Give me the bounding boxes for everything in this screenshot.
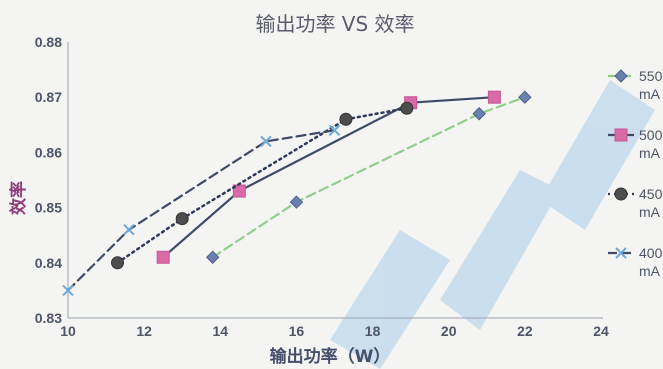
legend-label: mA (639, 86, 661, 102)
series-line (211, 96, 526, 259)
y-tick-label: 0.87 (35, 89, 62, 105)
watermark (330, 80, 655, 369)
x-tick-label: 16 (289, 323, 305, 339)
x-tick-label: 22 (517, 323, 533, 339)
series-line (66, 129, 336, 292)
legend-label: 400 (639, 245, 663, 261)
data-point (328, 124, 341, 137)
x-tick-label: 12 (136, 323, 152, 339)
data-point (289, 195, 304, 209)
legend-marker (615, 247, 627, 259)
data-point (260, 135, 272, 148)
legend-label: mA (639, 204, 661, 220)
x-tick-label: 20 (441, 323, 457, 339)
series-layer (62, 90, 532, 297)
chart-title: 输出功率 VS 效率 (255, 12, 414, 36)
data-point (518, 90, 532, 104)
y-tick-label: 0.83 (35, 310, 62, 326)
y-tick-label: 0.88 (35, 34, 62, 50)
x-tick-label: 10 (60, 323, 76, 339)
data-point (123, 223, 135, 236)
legend-item: 400 mA (608, 245, 663, 279)
data-point (110, 256, 124, 270)
series-1 (156, 90, 501, 264)
legend-label: mA (639, 145, 661, 161)
series-2 (110, 101, 414, 270)
series-3 (62, 124, 341, 297)
data-point (400, 101, 414, 115)
legend-item: 450 mA (608, 186, 663, 220)
y-tick-label: 0.84 (35, 255, 62, 271)
legend-label: 550 (639, 68, 663, 84)
series-line (116, 106, 409, 265)
data-point (156, 250, 170, 264)
legend-label: mA (639, 263, 661, 279)
x-tick-label: 14 (212, 323, 228, 339)
series-0 (205, 90, 532, 264)
x-tick-label: 24 (593, 323, 609, 339)
data-point (175, 212, 189, 226)
legend-label: 500 (639, 127, 663, 143)
legend-marker (614, 128, 628, 142)
series-line (162, 96, 496, 259)
legend-item: 500 mA (608, 127, 663, 161)
legend-label: 450 (639, 186, 663, 202)
data-point (205, 250, 220, 264)
data-point (472, 107, 486, 121)
y-tick-label: 0.85 (35, 200, 62, 216)
y-tick-label: 0.86 (35, 144, 62, 160)
legend: 550 mA 500 mA 450 mA 400 mA (608, 68, 663, 279)
data-point (487, 90, 501, 104)
legend-marker (614, 69, 628, 83)
axes: 10 12 14 16 18 20 22 24 0.83 0.84 0.85 0.86 0.87 0.88 (35, 34, 609, 339)
data-point (339, 112, 353, 126)
x-axis-label: 输出功率（W） (270, 346, 391, 367)
y-axis-label: 效率 (8, 181, 29, 215)
x-tick-label: 18 (365, 323, 381, 339)
legend-item: 550 mA (608, 68, 663, 102)
data-point (62, 284, 74, 297)
legend-marker (614, 187, 628, 201)
